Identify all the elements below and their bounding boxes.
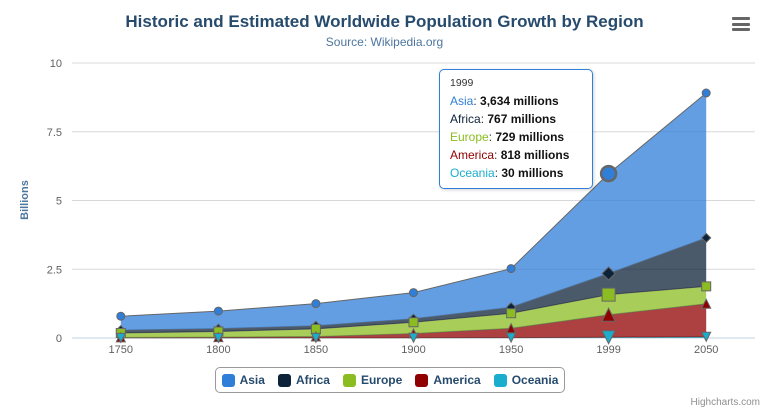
- marker-europe-2050[interactable]: [701, 281, 712, 292]
- legend-swatch-icon: [493, 373, 507, 387]
- legend-item-america[interactable]: America: [415, 373, 481, 387]
- hamburger-icon: [732, 28, 750, 31]
- marker-asia-1800[interactable]: [213, 306, 223, 316]
- marker-oceania-1850[interactable]: [310, 332, 322, 344]
- legend-item-label: Africa: [295, 373, 330, 387]
- x-axis-label: 1950: [499, 344, 523, 356]
- export-menu-button[interactable]: [732, 17, 750, 31]
- x-axis-label: 1750: [109, 344, 133, 356]
- x-axis-labels: 1750 1800 1850 1900 1950 1999 2050: [109, 344, 719, 356]
- marker-oceania-1950[interactable]: [505, 332, 517, 344]
- legend-item-label: Oceania: [511, 373, 559, 387]
- x-axis-label: 1999: [596, 344, 620, 356]
- series-markers: [115, 88, 712, 345]
- marker-europe-1999[interactable]: [601, 287, 616, 302]
- marker-america-1999[interactable]: [601, 307, 616, 322]
- x-axis-label: 2050: [694, 344, 718, 356]
- chart-title: Historic and Estimated Worldwide Populat…: [125, 12, 644, 31]
- legend-item-oceania[interactable]: Oceania: [493, 373, 559, 387]
- series-areas: [120, 92, 707, 339]
- y-axis-label: 5: [56, 196, 62, 208]
- marker-asia-1850[interactable]: [311, 299, 321, 309]
- marker-oceania-2050[interactable]: [700, 331, 712, 343]
- marker-africa-2050[interactable]: [700, 232, 712, 244]
- marker-america-2050[interactable]: [700, 298, 712, 309]
- x-axis-label: 1850: [304, 344, 328, 356]
- area-asia[interactable]: [120, 93, 707, 331]
- legend-item-label: Europe: [360, 373, 403, 387]
- area-america[interactable]: [120, 303, 707, 338]
- legend-swatch-icon: [415, 373, 429, 387]
- legend-swatch-icon: [221, 373, 235, 387]
- credits-link[interactable]: Highcharts.com: [690, 397, 760, 408]
- y-axis-label: 0: [56, 333, 62, 345]
- legend-item-africa[interactable]: Africa: [277, 373, 330, 387]
- y-axis-title: Billions: [19, 180, 31, 220]
- marker-asia-1999[interactable]: [599, 164, 618, 183]
- marker-oceania-1900[interactable]: [408, 332, 419, 344]
- hamburger-icon: [732, 17, 750, 20]
- chart-subtitle: Source: Wikipedia.org: [325, 35, 444, 49]
- legend: Asia Africa Europe America Oceania: [215, 367, 565, 393]
- legend-item-label: Asia: [239, 373, 265, 387]
- x-axis-label: 1900: [401, 344, 425, 356]
- y-axis-label: 7.5: [47, 127, 62, 139]
- area-africa[interactable]: [120, 237, 707, 333]
- legend-swatch-icon: [342, 373, 356, 387]
- marker-asia-1750[interactable]: [116, 311, 126, 321]
- marker-asia-1900[interactable]: [409, 288, 418, 298]
- legend-item-europe[interactable]: Europe: [342, 373, 403, 387]
- marker-europe-1950[interactable]: [506, 308, 517, 319]
- marker-asia-2050[interactable]: [701, 88, 711, 98]
- x-axis-label: 1800: [206, 344, 230, 356]
- y-axis-labels: 0 2.5 5 7.5 10: [47, 58, 62, 345]
- y-axis-label: 10: [50, 58, 62, 70]
- hamburger-icon: [732, 22, 750, 26]
- marker-asia-1950[interactable]: [506, 264, 516, 274]
- legend-item-label: America: [433, 373, 481, 387]
- y-axis-label: 2.5: [47, 264, 62, 276]
- legend-swatch-icon: [277, 373, 291, 387]
- marker-oceania-1800[interactable]: [213, 332, 224, 344]
- legend-item-asia[interactable]: Asia: [221, 373, 265, 387]
- marker-africa-1999[interactable]: [601, 266, 616, 281]
- marker-europe-1900[interactable]: [408, 317, 419, 328]
- marker-oceania-1999[interactable]: [601, 330, 616, 345]
- marker-oceania-1750[interactable]: [115, 332, 127, 344]
